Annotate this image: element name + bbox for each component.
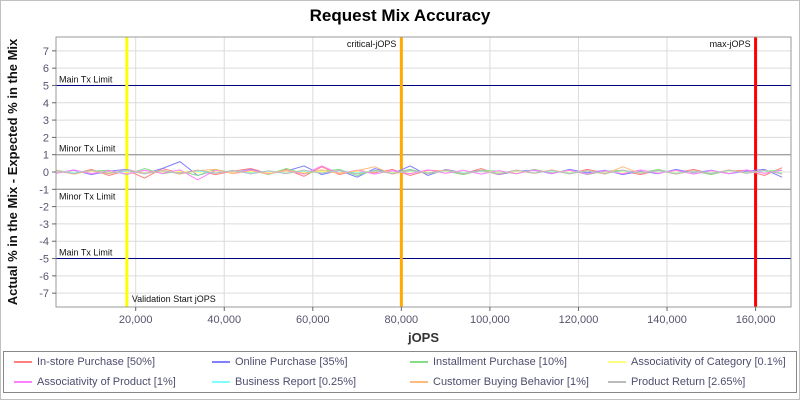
legend-marker-icon bbox=[212, 381, 230, 383]
x-tick-label: 20,000 bbox=[119, 314, 153, 326]
y-tick-label: -4 bbox=[39, 236, 49, 248]
legend-row: In-store Purchase [50%] Online Purchase [… bbox=[4, 352, 796, 372]
y-tick-label: 5 bbox=[43, 80, 49, 92]
legend-item: Associativity of Category [0.1%] bbox=[598, 356, 796, 368]
y-tick-label: -2 bbox=[39, 202, 49, 214]
legend-label: In-store Purchase [50%] bbox=[37, 356, 156, 368]
legend-item: Installment Purchase [10%] bbox=[400, 356, 598, 368]
legend-marker-icon bbox=[14, 381, 32, 383]
limit-marker-label: Main Tx Limit bbox=[59, 248, 113, 258]
legend-label: Installment Purchase [10%] bbox=[433, 356, 567, 368]
y-tick-label: 4 bbox=[43, 98, 49, 110]
y-tick-label: 0 bbox=[43, 167, 49, 179]
y-tick-label: 7 bbox=[43, 46, 49, 58]
legend-marker-icon bbox=[212, 361, 230, 363]
legend-marker-icon bbox=[608, 381, 626, 383]
legend-item: Customer Buying Behavior [1%] bbox=[400, 376, 598, 388]
x-tick-label: 60,000 bbox=[296, 314, 330, 326]
y-tick-label: -3 bbox=[39, 219, 49, 231]
x-tick-label: 120,000 bbox=[559, 314, 599, 326]
legend-item: Product Return [2.65%] bbox=[598, 376, 796, 388]
series-line bbox=[55, 169, 783, 175]
y-tick-label: 1 bbox=[43, 150, 49, 162]
legend-label: Associativity of Category [0.1%] bbox=[631, 356, 786, 368]
y-tick-label: 3 bbox=[43, 115, 49, 127]
limit-marker-label: Main Tx Limit bbox=[59, 74, 113, 84]
legend-marker-icon bbox=[410, 381, 428, 383]
legend-label: Business Report [0.25%] bbox=[235, 376, 357, 388]
legend-label: Online Purchase [35%] bbox=[235, 356, 348, 368]
legend-label: Customer Buying Behavior [1%] bbox=[433, 376, 589, 388]
limit-marker-label: Minor Tx Limit bbox=[59, 144, 116, 154]
legend-marker-icon bbox=[410, 361, 428, 363]
y-tick-label: 2 bbox=[43, 132, 49, 144]
x-tick-label: 160,000 bbox=[736, 314, 776, 326]
legend-item: Associativity of Product [1%] bbox=[4, 376, 202, 388]
jops-marker-label: critical-jOPS bbox=[347, 39, 397, 49]
legend-marker-icon bbox=[608, 361, 626, 363]
limit-marker-label: Minor Tx Limit bbox=[59, 191, 116, 201]
jops-marker-label: max-jOPS bbox=[710, 39, 751, 49]
x-axis-label: jOPS bbox=[407, 330, 439, 345]
legend: In-store Purchase [50%] Online Purchase [… bbox=[3, 351, 797, 393]
y-tick-label: -7 bbox=[39, 288, 49, 300]
legend-label: Associativity of Product [1%] bbox=[37, 376, 176, 388]
y-tick-label: -1 bbox=[39, 184, 49, 196]
y-axis-label: Actual % in the Mix - Expected % in the … bbox=[5, 38, 20, 305]
y-tick-label: -5 bbox=[39, 254, 49, 266]
x-tick-label: 100,000 bbox=[470, 314, 510, 326]
jops-marker-label: Validation Start jOPS bbox=[132, 294, 216, 304]
legend-item: Business Report [0.25%] bbox=[202, 376, 400, 388]
legend-label: Product Return [2.65%] bbox=[631, 376, 746, 388]
legend-item: In-store Purchase [50%] bbox=[4, 356, 202, 368]
x-tick-label: 80,000 bbox=[385, 314, 419, 326]
y-tick-label: 6 bbox=[43, 63, 49, 75]
legend-item: Online Purchase [35%] bbox=[202, 356, 400, 368]
x-tick-label: 40,000 bbox=[207, 314, 241, 326]
legend-row: Associativity of Product [1%] Business Re… bbox=[4, 372, 796, 392]
chart-title: Request Mix Accuracy bbox=[309, 6, 491, 25]
y-tick-label: -6 bbox=[39, 271, 49, 283]
chart-plot: Main Tx Limit Minor Tx Limit Minor Tx Limi… bbox=[5, 36, 792, 345]
x-tick-label: 140,000 bbox=[647, 314, 687, 326]
legend-marker-icon bbox=[14, 361, 32, 363]
